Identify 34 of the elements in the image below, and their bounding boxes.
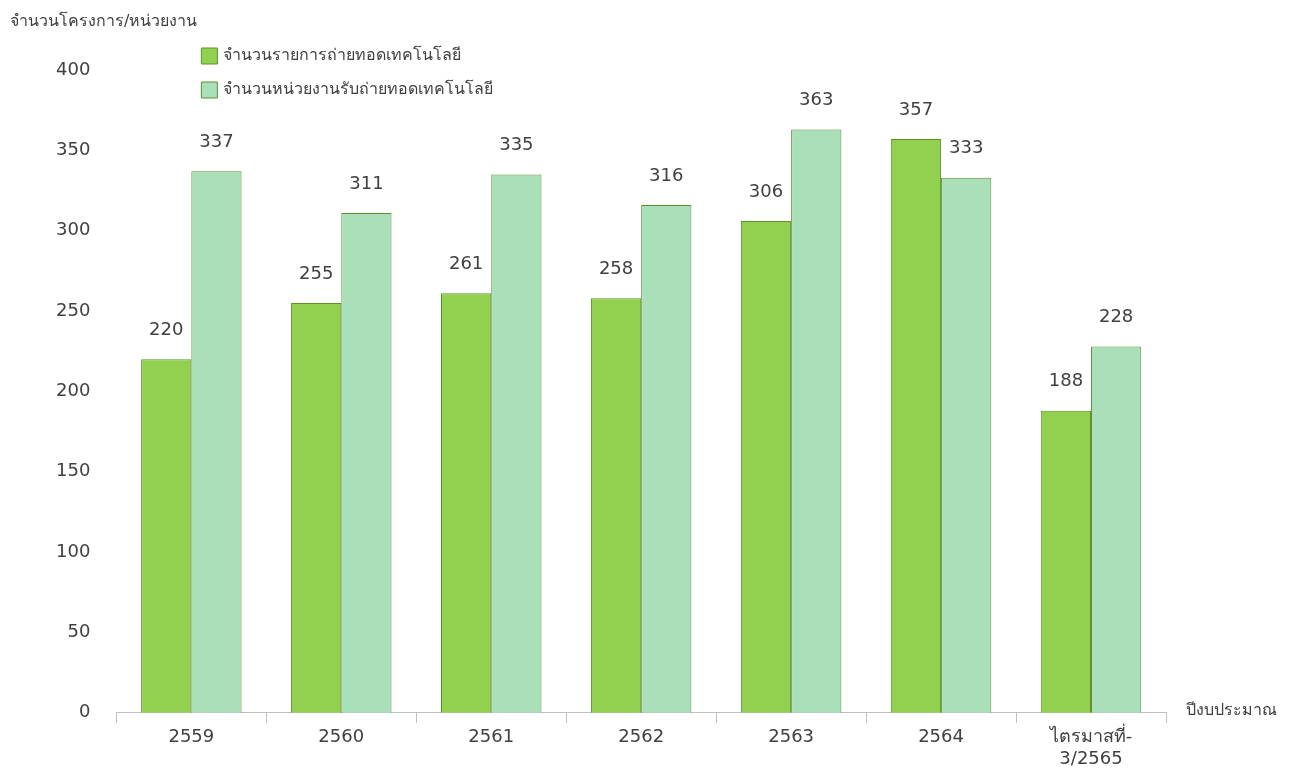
x-tick-label: ไตรมาสที่-3/2565 [1047, 723, 1133, 768]
legend-label: จำนวนรายการถ่ายทอดเทคโนโลยี [223, 45, 462, 65]
data-label: 258 [598, 256, 634, 278]
x-tick-label: 2561 [468, 725, 515, 747]
data-label: 220 [149, 317, 184, 339]
x-tick-label: 2559 [168, 725, 215, 747]
data-label: 306 [748, 179, 784, 201]
y-tick-label: 400 [56, 57, 91, 79]
data-label: 255 [298, 261, 334, 283]
y-tick-label: 50 [67, 620, 91, 642]
data-label: 357 [898, 97, 934, 119]
x-tick-label: 2563 [768, 725, 815, 747]
y-tick-label: 250 [56, 298, 91, 320]
data-label: 337 [199, 129, 234, 151]
data-label: 188 [1048, 369, 1084, 391]
y-tick-label: 100 [56, 539, 91, 561]
y-tick-label: 0 [78, 700, 91, 722]
data-label: 316 [649, 163, 684, 185]
x-tick-label: 2562 [618, 725, 665, 747]
data-label: 363 [799, 88, 834, 110]
y-tick-label: 350 [56, 138, 91, 160]
legend-label: จำนวนหน่วยงานรับถ่ายทอดเทคโนโลยี [223, 79, 494, 99]
y-axis-title: จำนวนโครงการ/หน่วยงาน [10, 11, 198, 31]
y-tick-label: 150 [56, 459, 91, 481]
y-tick-label: 300 [56, 218, 91, 240]
x-tick-label: 2564 [918, 725, 964, 747]
data-label: 311 [349, 171, 384, 193]
data-label: 333 [949, 136, 984, 158]
x-axis-title: ปีงบประมาณ [1186, 699, 1277, 719]
data-label: 261 [448, 252, 484, 274]
data-label: 335 [499, 133, 534, 155]
data-label: 228 [1098, 305, 1134, 327]
x-tick-label: 2560 [318, 725, 365, 747]
y-tick-label: 200 [56, 379, 91, 401]
